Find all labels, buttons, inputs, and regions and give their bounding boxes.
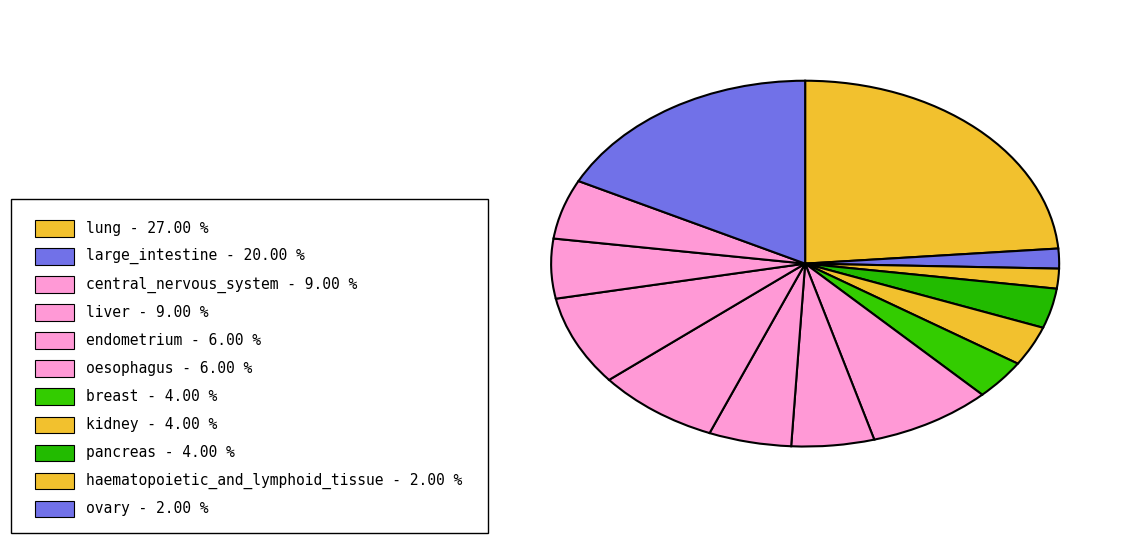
FancyBboxPatch shape [35, 220, 74, 237]
Wedge shape [553, 181, 805, 264]
FancyBboxPatch shape [35, 388, 74, 405]
FancyBboxPatch shape [35, 360, 74, 377]
Wedge shape [805, 264, 1043, 364]
Wedge shape [805, 264, 982, 440]
FancyBboxPatch shape [35, 276, 74, 293]
Text: breast - 4.00 %: breast - 4.00 % [86, 389, 218, 404]
Text: endometrium - 6.00 %: endometrium - 6.00 % [86, 333, 261, 348]
FancyBboxPatch shape [35, 416, 74, 433]
Wedge shape [805, 249, 1059, 268]
Text: pancreas - 4.00 %: pancreas - 4.00 % [86, 445, 235, 461]
FancyBboxPatch shape [11, 199, 488, 533]
FancyBboxPatch shape [35, 332, 74, 349]
Text: large_intestine - 20.00 %: large_intestine - 20.00 % [86, 248, 305, 265]
Text: central_nervous_system - 9.00 %: central_nervous_system - 9.00 % [86, 277, 357, 293]
Text: haematopoietic_and_lymphoid_tissue - 2.00 %: haematopoietic_and_lymphoid_tissue - 2.0… [86, 473, 463, 489]
Wedge shape [609, 264, 805, 433]
Text: oesophagus - 6.00 %: oesophagus - 6.00 % [86, 361, 253, 376]
FancyBboxPatch shape [35, 248, 74, 265]
FancyBboxPatch shape [35, 501, 74, 517]
Text: liver - 9.00 %: liver - 9.00 % [86, 305, 209, 320]
Wedge shape [805, 264, 1018, 395]
FancyBboxPatch shape [35, 444, 74, 461]
FancyBboxPatch shape [35, 305, 74, 321]
Wedge shape [556, 264, 805, 380]
Wedge shape [805, 264, 1057, 328]
Wedge shape [578, 81, 805, 264]
Wedge shape [805, 81, 1058, 264]
Wedge shape [551, 238, 805, 299]
Text: ovary - 2.00 %: ovary - 2.00 % [86, 501, 209, 516]
Text: lung - 27.00 %: lung - 27.00 % [86, 221, 209, 236]
FancyBboxPatch shape [35, 473, 74, 489]
Wedge shape [792, 264, 874, 447]
Text: kidney - 4.00 %: kidney - 4.00 % [86, 417, 218, 433]
Wedge shape [710, 264, 805, 446]
Wedge shape [805, 264, 1059, 289]
